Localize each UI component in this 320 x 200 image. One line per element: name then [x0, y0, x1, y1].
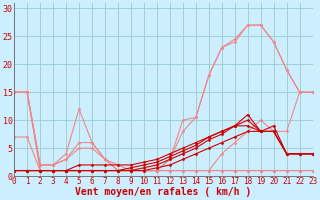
- X-axis label: Vent moyen/en rafales ( km/h ): Vent moyen/en rafales ( km/h ): [75, 187, 252, 197]
